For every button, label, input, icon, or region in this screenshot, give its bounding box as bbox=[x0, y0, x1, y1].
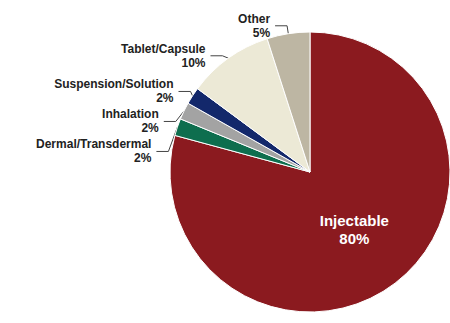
svg-text:Other: Other bbox=[238, 12, 270, 26]
svg-text:Dermal/Transdermal: Dermal/Transdermal bbox=[36, 137, 151, 151]
svg-text:5%: 5% bbox=[253, 26, 271, 40]
svg-text:2%: 2% bbox=[156, 91, 174, 105]
svg-text:2%: 2% bbox=[134, 151, 152, 165]
svg-text:Suspension/Solution: Suspension/Solution bbox=[54, 77, 173, 91]
svg-text:Tablet/Capsule: Tablet/Capsule bbox=[121, 42, 206, 56]
svg-text:Injectable: Injectable bbox=[320, 212, 389, 229]
svg-text:Inhalation: Inhalation bbox=[102, 107, 159, 121]
svg-text:2%: 2% bbox=[141, 121, 159, 135]
svg-text:10%: 10% bbox=[181, 56, 205, 70]
svg-text:80%: 80% bbox=[339, 230, 369, 247]
